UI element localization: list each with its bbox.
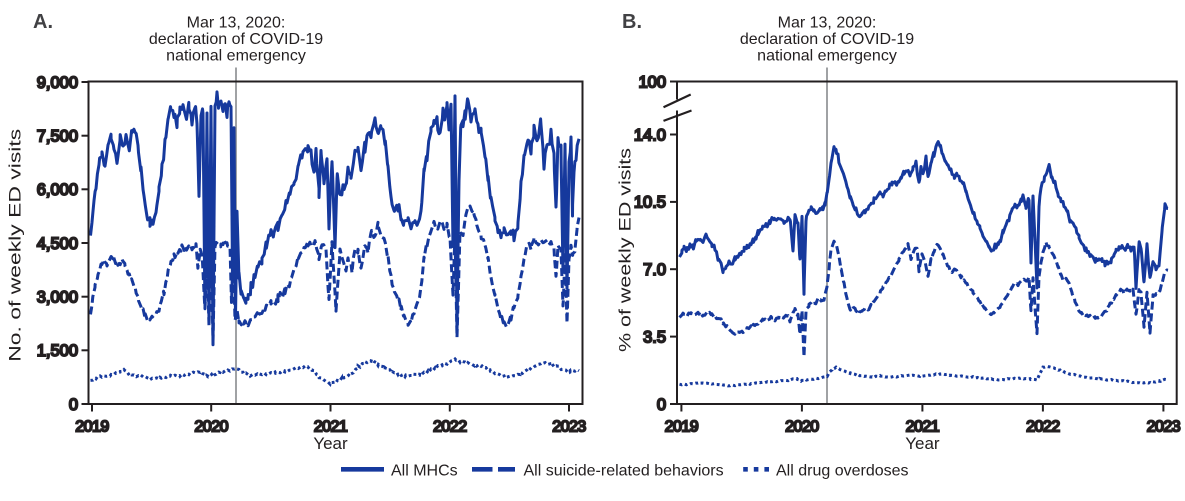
svg-text:All suicide-related behaviors: All suicide-related behaviors [524,462,724,479]
svg-text:2021: 2021 [314,419,348,436]
svg-text:% of weekly ED visits: % of weekly ED visits [616,148,635,352]
svg-text:A.: A. [33,11,53,33]
svg-text:2023: 2023 [1147,419,1181,436]
svg-text:declaration of COVID-19: declaration of COVID-19 [740,31,914,48]
svg-text:9,000: 9,000 [37,74,78,92]
svg-text:14.0: 14.0 [634,126,666,144]
svg-text:7.0: 7.0 [643,261,666,279]
svg-text:2019: 2019 [665,419,699,436]
svg-text:declaration of COVID-19: declaration of COVID-19 [149,31,323,48]
svg-text:10.5: 10.5 [634,194,666,212]
svg-text:national emergency: national emergency [166,48,306,65]
svg-text:2020: 2020 [194,419,228,436]
svg-text:2020: 2020 [785,419,819,436]
svg-text:Year: Year [313,434,348,453]
svg-text:3.5: 3.5 [643,328,666,346]
svg-text:6,000: 6,000 [37,181,78,199]
svg-text:All MHCs: All MHCs [391,462,458,479]
svg-text:B.: B. [622,11,642,33]
svg-text:100: 100 [638,73,666,91]
svg-text:national emergency: national emergency [757,48,897,65]
svg-text:0: 0 [657,396,666,414]
svg-text:0: 0 [69,396,78,414]
svg-text:4,500: 4,500 [37,235,78,253]
svg-text:2021: 2021 [906,419,940,436]
svg-text:2023: 2023 [552,419,586,436]
svg-text:1,500: 1,500 [37,342,78,360]
svg-text:2019: 2019 [75,419,109,436]
svg-text:3,000: 3,000 [37,289,78,307]
svg-text:Mar 13, 2020:: Mar 13, 2020: [778,15,877,32]
svg-text:7,500: 7,500 [37,128,78,146]
svg-text:Mar 13, 2020:: Mar 13, 2020: [187,15,286,32]
svg-text:Year: Year [905,434,940,453]
svg-text:2022: 2022 [433,419,467,436]
svg-text:All drug overdoses: All drug overdoses [776,462,909,479]
svg-text:2022: 2022 [1026,419,1060,436]
svg-text:No. of weekly ED visits: No. of weekly ED visits [6,129,25,362]
